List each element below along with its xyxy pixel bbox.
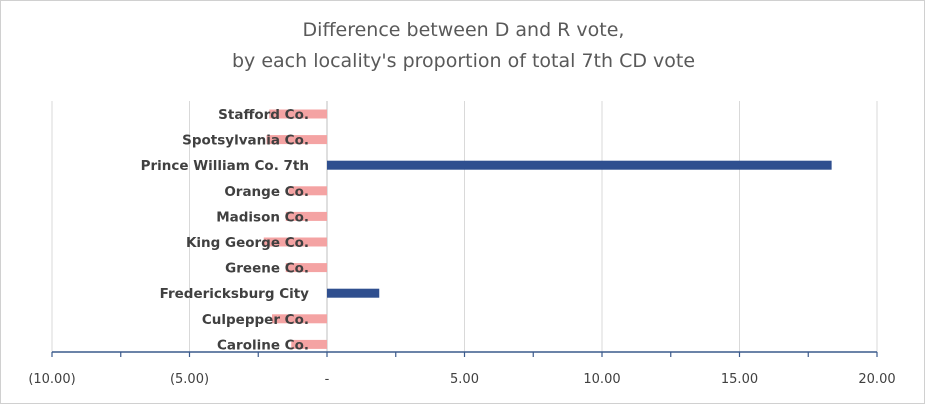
- x-tick-label-3: 5.00: [450, 372, 479, 387]
- x-tick-label-5: 15.00: [721, 372, 758, 387]
- chart-title-line-1: Difference between D and R vote,: [302, 19, 625, 41]
- x-tick-label-2: -: [325, 372, 330, 387]
- x-tick-label-0: (10.00): [28, 372, 75, 387]
- x-tick-label-1: (5.00): [170, 372, 209, 387]
- x-tick-label-4: 10.00: [583, 372, 620, 387]
- category-label-4: Madison Co.: [216, 209, 309, 225]
- category-label-6: Greene Co.: [225, 261, 309, 277]
- bar-6: [285, 263, 327, 273]
- bar-4: [285, 211, 327, 221]
- category-label-1: Spotsylvania Co.: [182, 133, 309, 149]
- category-label-5: King George Co.: [186, 235, 309, 251]
- category-label-2: Prince William Co. 7th: [141, 158, 309, 174]
- category-label-8: Culpepper Co.: [202, 312, 309, 328]
- bar-9: [291, 339, 327, 349]
- category-label-0: Stafford Co.: [218, 107, 309, 123]
- bar-5: [263, 237, 327, 247]
- bar-2: [327, 160, 832, 170]
- category-label-9: Caroline Co.: [217, 337, 309, 353]
- category-label-7: Fredericksburg City: [160, 286, 310, 302]
- bar-0: [269, 109, 327, 119]
- x-tick-label-6: 20.00: [858, 372, 895, 387]
- chart-title-line-2: by each locality's proportion of total 7…: [231, 50, 696, 72]
- bar-1: [266, 135, 327, 145]
- bar-3: [288, 186, 327, 196]
- bar-7: [327, 288, 380, 298]
- bar-8: [272, 314, 327, 324]
- category-label-3: Orange Co.: [224, 184, 309, 200]
